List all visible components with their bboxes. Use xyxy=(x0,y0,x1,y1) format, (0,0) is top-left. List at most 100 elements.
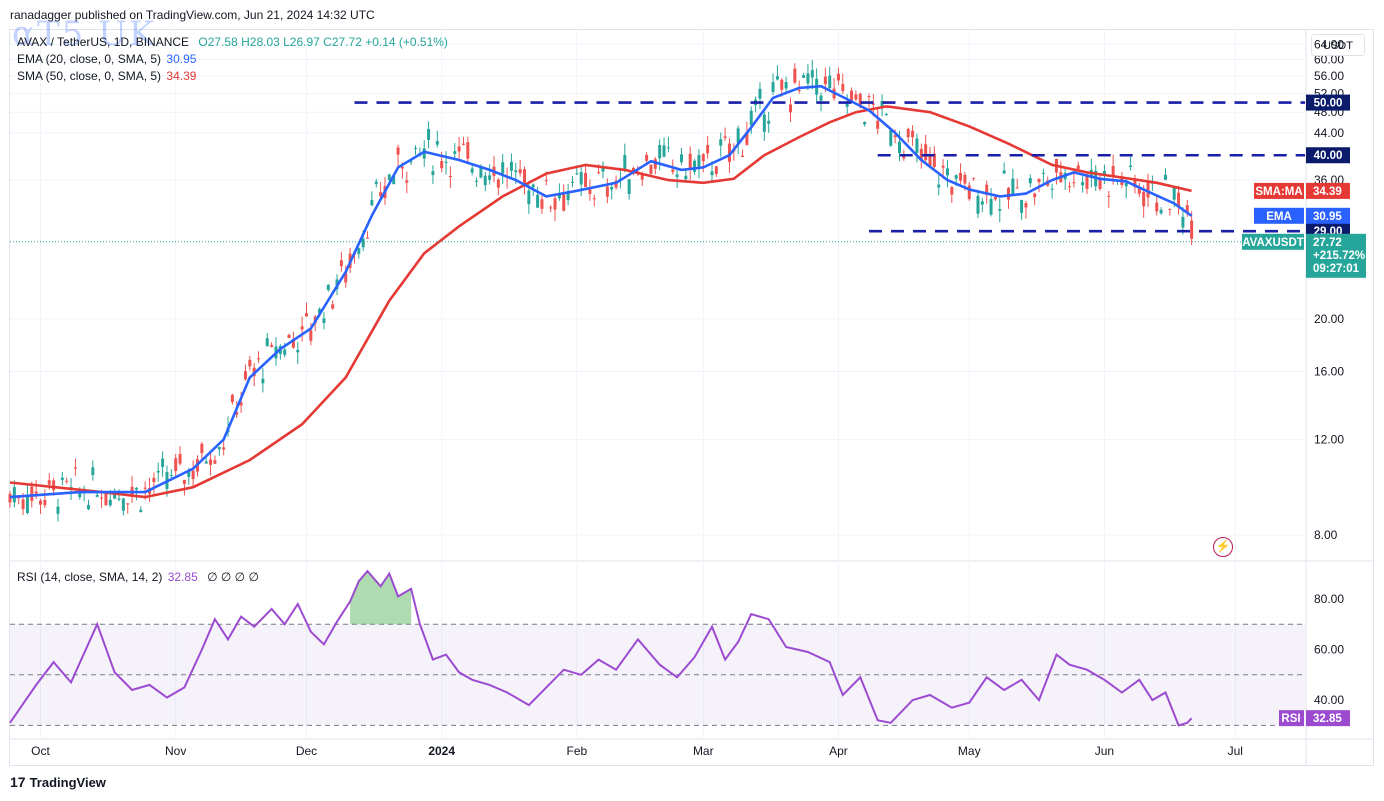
candle-body xyxy=(235,412,239,415)
ema-legend-value: 30.95 xyxy=(166,52,197,66)
lightning-icon[interactable]: ⚡ xyxy=(1213,537,1233,557)
candle-body xyxy=(584,172,588,187)
candle-body xyxy=(130,486,134,495)
candle-body xyxy=(344,272,348,283)
price-tick-label: 56.00 xyxy=(1314,69,1344,83)
candle-body xyxy=(788,104,792,113)
sma-50-line xyxy=(9,105,1192,499)
candle-body xyxy=(8,493,12,503)
symbol-legend[interactable]: AVAX / TetherUS, 1D, BINANCE O27.58 H28.… xyxy=(17,35,448,49)
candle-body xyxy=(283,349,287,355)
candle-body xyxy=(374,181,378,184)
time-tick-label: Nov xyxy=(165,744,186,758)
candle-body xyxy=(39,500,43,505)
candle-body xyxy=(501,162,505,174)
candle-body xyxy=(427,129,431,140)
candle-body xyxy=(509,161,513,171)
candle-body xyxy=(684,175,688,180)
candle-body xyxy=(706,145,710,154)
candle-body xyxy=(100,497,104,499)
candle-body xyxy=(1146,181,1150,198)
candle-body xyxy=(993,196,997,200)
candle-body xyxy=(919,148,923,161)
candle-body xyxy=(34,491,38,494)
candle-body xyxy=(431,171,435,175)
candle-body xyxy=(1072,182,1076,184)
candle-body xyxy=(876,120,880,129)
ohlc-values: O27.58 H28.03 L26.97 C27.72 +0.14 (+0.51… xyxy=(198,35,448,49)
candle-body xyxy=(897,141,901,154)
candle-body xyxy=(300,326,304,330)
rsi-tick-label: 40.00 xyxy=(1314,693,1344,707)
rsi-tick-label: 60.00 xyxy=(1314,643,1344,657)
candle-body xyxy=(1124,182,1128,187)
candle-body xyxy=(575,173,579,175)
last-price-box xyxy=(1306,233,1366,278)
price-tick-label: 64.00 xyxy=(1314,37,1344,51)
candle-body xyxy=(762,114,766,132)
level-tag-40.00 xyxy=(1306,147,1350,164)
candle-body xyxy=(889,130,893,146)
candle-body xyxy=(806,73,810,84)
candle-body xyxy=(496,179,500,188)
price-tick-label: 16.00 xyxy=(1314,365,1344,379)
candle-body xyxy=(810,70,814,78)
candle-body xyxy=(710,171,714,176)
currency-button[interactable]: USDT xyxy=(1311,34,1365,56)
candle-body xyxy=(134,487,138,490)
rsi-legend-value: 32.85 xyxy=(167,570,198,584)
candle-body xyxy=(161,458,165,467)
candle-body xyxy=(30,486,34,501)
sma-value-text: 34.39 xyxy=(1313,186,1342,198)
sma-legend[interactable]: SMA (50, close, 0, SMA, 5) 34.39 xyxy=(17,69,196,83)
candle-body xyxy=(714,166,718,174)
candle-body xyxy=(1081,182,1085,186)
candle-body xyxy=(775,76,779,80)
candle-body xyxy=(488,175,492,180)
candle-body xyxy=(1111,165,1115,177)
candle-body xyxy=(928,155,932,167)
candle-body xyxy=(169,475,173,477)
sma-legend-value: 34.39 xyxy=(166,69,197,83)
candle-body xyxy=(906,128,910,138)
candle-body xyxy=(867,96,871,98)
candle-body xyxy=(265,338,269,346)
candle-body xyxy=(400,166,404,169)
candle-body xyxy=(1177,192,1181,207)
footer-brand[interactable]: 17 TradingView xyxy=(10,774,106,790)
candle-body xyxy=(540,199,544,209)
candle-body xyxy=(479,166,483,178)
candles-group xyxy=(8,59,1194,522)
candle-body xyxy=(649,164,653,174)
candle-body xyxy=(828,75,832,89)
candle-body xyxy=(745,132,749,145)
ema-legend[interactable]: EMA (20, close, 0, SMA, 5) 30.95 xyxy=(17,52,196,66)
candle-body xyxy=(688,153,692,170)
candle-body xyxy=(1107,195,1111,197)
candle-body xyxy=(893,135,897,138)
candle-body xyxy=(270,345,274,347)
rsi-value-text: 32.85 xyxy=(1313,713,1342,725)
candle-body xyxy=(523,169,527,185)
candle-body xyxy=(414,147,418,149)
candle-body xyxy=(884,113,888,115)
candle-body xyxy=(767,120,771,124)
candle-body xyxy=(470,168,474,173)
price-tick-label: 12.00 xyxy=(1314,432,1344,446)
rsi-legend[interactable]: RSI (14, close, SMA, 14, 2) 32.85 ∅ ∅ ∅ … xyxy=(17,570,259,584)
candle-body xyxy=(980,201,984,205)
candle-body xyxy=(1020,199,1024,213)
ema-name-tag xyxy=(1254,207,1304,224)
candle-body xyxy=(1098,178,1102,189)
candle-body xyxy=(104,492,108,506)
candle-body xyxy=(749,110,753,126)
time-tick-label: Jul xyxy=(1228,744,1243,758)
candle-body xyxy=(156,470,160,473)
candle-body xyxy=(1076,165,1080,170)
level-tag-text: 50.00 xyxy=(1314,98,1343,110)
candle-body xyxy=(422,148,426,159)
candle-body xyxy=(396,147,400,155)
candle-body xyxy=(719,139,723,146)
candle-body xyxy=(544,180,548,182)
